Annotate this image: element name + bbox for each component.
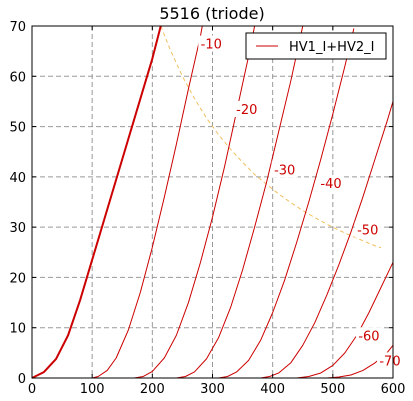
curve-label: -10: [201, 38, 222, 53]
x-tick-label: 600: [381, 382, 406, 397]
dissipation-curve: [160, 25, 382, 249]
curve-label-bg: [318, 174, 345, 191]
legend: HV1_I+HV2_I: [245, 32, 387, 60]
y-tick-label: 40: [9, 171, 26, 186]
y-tick-label: 70: [9, 20, 26, 35]
curve-label: -40: [320, 177, 341, 192]
x-tick-label: 0: [28, 382, 36, 397]
x-tick-label: 100: [80, 382, 105, 397]
curve-label: -50: [357, 224, 378, 239]
curve-label-bg: [355, 327, 382, 344]
chart-title: 5516 (triode): [159, 4, 264, 23]
y-tick-label: 0: [18, 372, 26, 387]
plate-curve: [260, 101, 394, 379]
curve-label-bg: [354, 221, 381, 238]
y-tick-label: 60: [9, 70, 26, 85]
x-tick-label: 300: [200, 382, 225, 397]
curve-label: -20: [236, 103, 257, 118]
curve-labels: -10 -20 -30 -40 -50 -60-70: [198, 35, 403, 369]
curve-label-bg: [198, 35, 225, 52]
y-tick-label: 20: [9, 271, 26, 286]
curve-label: -30: [274, 163, 295, 178]
curve-label-bg: [271, 161, 298, 178]
plate-curve: [218, 28, 355, 379]
curve-label-bg: [233, 100, 260, 117]
curve-label: -60: [358, 329, 379, 344]
curve-label-bg: [376, 352, 403, 369]
plate-curve: [176, 25, 304, 379]
plate-curve: [92, 25, 203, 379]
grid: [32, 26, 393, 378]
plate-curve: [31, 25, 162, 379]
y-tick-label: 30: [9, 221, 26, 236]
curve-label: -70: [379, 354, 400, 369]
y-tick-label: 50: [9, 121, 26, 136]
ticks: 0 100 200 300 400 500 600 0 10 20 30 40 50 60 70: [9, 20, 405, 397]
legend-label: HV1_I+HV2_I: [289, 40, 374, 55]
x-tick-label: 400: [260, 382, 285, 397]
x-tick-label: 200: [140, 382, 165, 397]
x-tick-label: 500: [320, 382, 345, 397]
y-tick-label: 10: [9, 322, 26, 337]
plate-curve: [296, 262, 394, 379]
